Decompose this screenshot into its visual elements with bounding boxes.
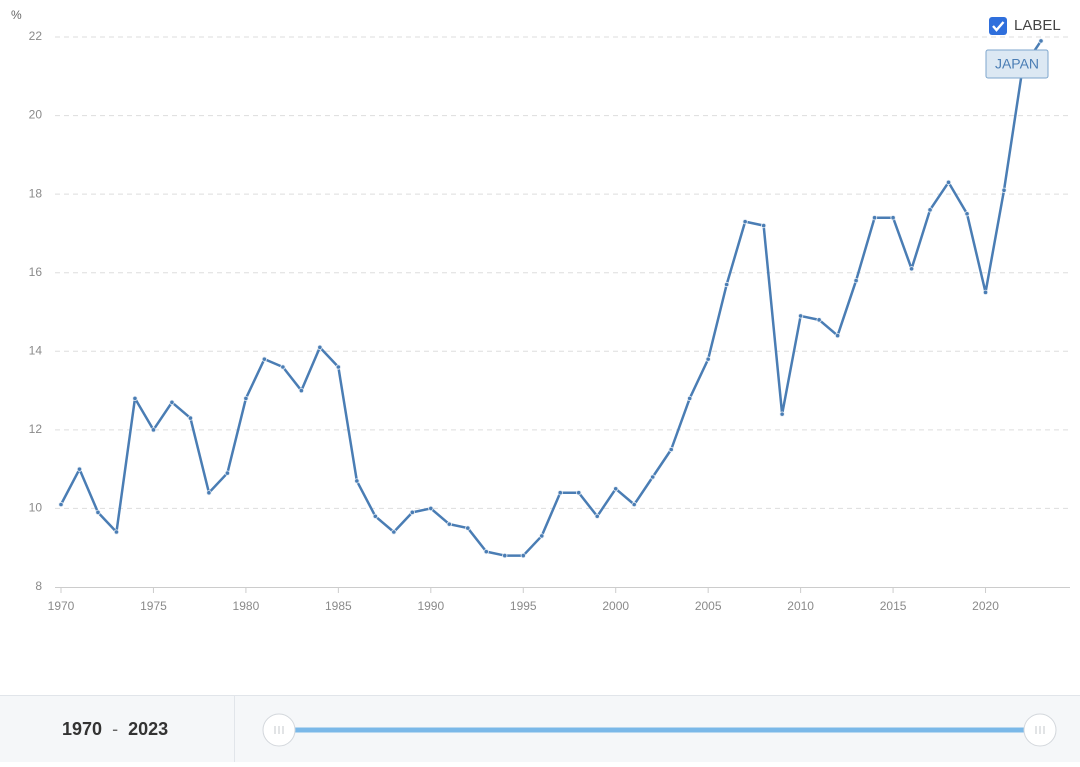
x-tick-label: 2000 xyxy=(602,599,629,613)
checkmark xyxy=(992,21,1005,32)
point xyxy=(335,364,341,370)
point xyxy=(372,513,378,519)
x-tick-label: 2015 xyxy=(880,599,907,613)
range-start: 1970 xyxy=(62,719,102,739)
x-tick-label: 1990 xyxy=(417,599,444,613)
x-tick-label: 1995 xyxy=(510,599,537,613)
point xyxy=(576,490,582,496)
slider-handle[interactable] xyxy=(262,713,296,747)
point xyxy=(150,427,157,433)
point xyxy=(446,521,452,527)
point xyxy=(668,446,674,453)
range-end: 2023 xyxy=(128,719,168,739)
y-tick-label: 22 xyxy=(29,29,43,43)
point xyxy=(557,490,563,496)
point xyxy=(354,478,360,484)
checkbox[interactable] xyxy=(989,17,1007,35)
point xyxy=(169,399,175,405)
range-text: 1970 - 2023 xyxy=(62,719,168,739)
point xyxy=(483,549,489,555)
point xyxy=(187,415,194,421)
point xyxy=(798,313,804,319)
range-separator: - xyxy=(112,719,118,739)
y-tick-label: 14 xyxy=(29,343,43,357)
slider-handle[interactable] xyxy=(1023,713,1057,747)
point xyxy=(95,509,101,515)
y-tick-label: 8 xyxy=(35,579,42,593)
point xyxy=(224,470,231,476)
point xyxy=(132,395,138,402)
point xyxy=(890,215,896,221)
series-line xyxy=(59,40,1043,557)
x-tick-label: 1970 xyxy=(48,599,75,613)
point xyxy=(779,411,785,417)
point xyxy=(465,525,471,531)
x-tick-label: 1985 xyxy=(325,599,352,613)
point xyxy=(298,387,304,394)
x-tick-label: 2005 xyxy=(695,599,722,613)
point xyxy=(428,505,434,512)
point xyxy=(871,215,878,221)
plot-area: 8 10 12 14 16 18 20 22 1970 1975 1980 1985 1990 1995 2… xyxy=(29,29,1070,613)
x-tick-label: 1980 xyxy=(233,599,260,613)
point xyxy=(650,474,656,480)
point xyxy=(113,529,120,535)
point xyxy=(520,552,526,559)
y-tick-label: 12 xyxy=(29,422,43,436)
point xyxy=(1038,38,1044,44)
point xyxy=(391,529,397,535)
label-toggle[interactable]: LABEL xyxy=(989,17,1061,35)
point xyxy=(705,356,711,362)
point xyxy=(58,501,64,508)
point xyxy=(853,277,859,284)
point xyxy=(927,207,933,213)
point xyxy=(835,332,841,339)
point xyxy=(409,509,415,515)
x-tick-label: 2020 xyxy=(972,599,999,613)
point xyxy=(539,533,545,539)
point xyxy=(1001,187,1007,193)
point xyxy=(317,344,323,350)
point xyxy=(502,552,508,559)
handle-grip xyxy=(1035,726,1045,734)
series-label-text: JAPAN xyxy=(995,56,1039,72)
point xyxy=(964,211,970,217)
point xyxy=(631,501,637,508)
checkbox-label[interactable]: LABEL xyxy=(1014,17,1061,34)
point xyxy=(243,395,249,402)
point xyxy=(742,219,748,225)
point xyxy=(982,289,989,295)
series-label: JAPAN xyxy=(985,49,1049,79)
point xyxy=(945,179,952,185)
point xyxy=(76,466,83,472)
point xyxy=(687,395,693,402)
y-tick-label: 20 xyxy=(29,108,43,122)
point xyxy=(594,513,600,519)
point xyxy=(206,490,212,496)
y-tick-label: 16 xyxy=(29,265,43,279)
point xyxy=(613,486,619,492)
point xyxy=(908,266,915,272)
point xyxy=(280,364,286,370)
y-axis-label: % xyxy=(11,8,22,22)
point xyxy=(724,281,730,288)
y-tick-label: 18 xyxy=(29,186,43,200)
handle-grip xyxy=(274,726,284,734)
x-tick-label: 1975 xyxy=(140,599,167,613)
point xyxy=(261,356,267,362)
point xyxy=(816,317,822,323)
point xyxy=(761,222,767,229)
x-tick-label: 2010 xyxy=(787,599,814,613)
y-tick-label: 10 xyxy=(29,501,43,515)
series-label-box xyxy=(985,49,1049,79)
